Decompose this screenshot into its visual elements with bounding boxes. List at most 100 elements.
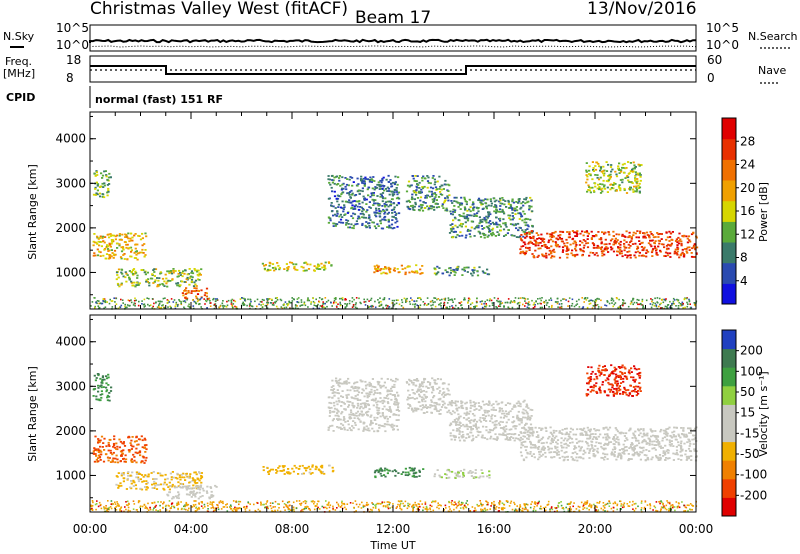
heatmap-cell xyxy=(588,173,591,175)
heatmap-cell xyxy=(664,251,668,254)
heatmap-cell xyxy=(456,400,459,403)
heatmap-cell xyxy=(132,284,135,287)
heatmap-cell xyxy=(526,218,530,221)
heatmap-cell xyxy=(360,410,363,413)
heatmap-cell xyxy=(141,244,144,247)
heatmap-cell xyxy=(651,303,654,306)
heatmap-cell xyxy=(353,207,356,210)
heatmap-cell xyxy=(181,275,184,278)
heatmap-cell xyxy=(337,392,341,395)
heatmap-cell xyxy=(417,379,420,382)
heatmap-cell xyxy=(548,447,551,450)
heatmap-cell xyxy=(610,164,613,166)
heatmap-cell xyxy=(550,297,552,300)
heatmap-cell xyxy=(321,266,324,269)
heatmap-cell xyxy=(375,227,378,230)
heatmap-cell xyxy=(476,270,479,272)
heatmap-cell xyxy=(285,263,288,265)
heatmap-cell xyxy=(135,440,138,442)
heatmap-cell xyxy=(433,408,436,411)
heatmap-cell xyxy=(374,476,377,479)
heatmap-cell xyxy=(453,211,456,213)
heatmap-cell xyxy=(564,437,567,440)
heatmap-cell xyxy=(185,488,188,491)
heatmap-cell xyxy=(388,224,391,227)
heatmap-cell xyxy=(289,261,292,264)
heatmap-cell xyxy=(332,222,335,225)
heatmap-cell xyxy=(606,301,609,303)
heatmap-cell xyxy=(98,237,101,239)
heatmap-cell xyxy=(145,456,148,459)
heatmap-cell xyxy=(312,297,314,300)
heatmap-cell xyxy=(381,187,384,190)
heatmap-cell xyxy=(351,200,354,203)
heatmap-cell xyxy=(490,408,493,411)
heatmap-cell xyxy=(387,402,390,405)
heatmap-cell xyxy=(424,196,427,199)
heatmap-cell xyxy=(590,299,593,302)
heatmap-cell xyxy=(465,203,468,206)
heatmap-cell xyxy=(470,427,473,430)
heatmap-cell xyxy=(516,417,519,420)
heatmap-cell xyxy=(391,198,394,201)
heatmap-cell xyxy=(371,398,375,401)
heatmap-cell xyxy=(677,242,681,245)
heatmap-cell xyxy=(387,190,390,192)
heatmap-cell xyxy=(465,401,468,404)
heatmap-cell xyxy=(600,306,603,309)
heatmap-cell xyxy=(505,428,508,431)
heatmap-cell xyxy=(555,435,558,438)
heatmap-cell xyxy=(446,393,450,395)
heatmap-cell xyxy=(637,303,639,306)
heatmap-cell xyxy=(423,207,426,209)
heatmap-cell xyxy=(108,445,111,447)
heatmap-cell xyxy=(450,400,454,402)
power-x-tickmarks xyxy=(89,112,697,309)
heatmap-cell xyxy=(605,304,608,307)
heatmap-cell xyxy=(390,223,394,226)
heatmap-cell xyxy=(452,420,455,423)
heatmap-cell xyxy=(612,230,615,233)
heatmap-cell xyxy=(382,268,385,270)
heatmap-cell xyxy=(666,254,670,257)
heatmap-cell xyxy=(168,272,171,275)
heatmap-cell xyxy=(373,180,376,182)
heatmap-cell xyxy=(439,193,442,196)
heatmap-cell xyxy=(361,201,364,204)
heatmap-cell xyxy=(418,393,421,396)
heatmap-cell xyxy=(583,301,585,303)
heatmap-cell xyxy=(300,304,303,307)
heatmap-cell xyxy=(179,478,182,481)
heatmap-cell xyxy=(379,400,382,403)
heatmap-cell xyxy=(489,431,492,434)
heatmap-cell xyxy=(625,230,628,233)
heatmap-cell xyxy=(111,453,114,456)
heatmap-cell xyxy=(545,304,548,306)
heatmap-cell xyxy=(341,396,344,398)
heatmap-cell xyxy=(586,190,589,193)
heatmap-cell xyxy=(188,476,191,479)
heatmap-cell xyxy=(559,230,562,233)
heatmap-cell xyxy=(359,421,362,423)
heatmap-cell xyxy=(140,435,143,438)
heatmap-cell xyxy=(271,267,275,269)
heatmap-cell xyxy=(379,219,382,222)
heatmap-cell xyxy=(127,449,130,451)
heatmap-cell xyxy=(420,188,423,191)
heatmap-cell xyxy=(367,404,370,407)
heatmap-cell xyxy=(537,434,540,437)
heatmap-cell xyxy=(95,241,98,244)
heatmap-cell xyxy=(367,395,371,398)
heatmap-cell xyxy=(304,304,307,307)
heatmap-cell xyxy=(370,414,373,417)
heatmap-cell xyxy=(407,471,410,474)
heatmap-cell xyxy=(176,304,179,306)
heatmap-cell xyxy=(696,246,699,249)
heatmap-cell xyxy=(145,279,148,282)
heatmap-cell xyxy=(141,446,144,449)
heatmap-cell xyxy=(182,300,185,303)
heatmap-cell xyxy=(446,411,449,414)
heatmap-cell xyxy=(655,305,658,308)
heatmap-cell xyxy=(97,438,100,440)
heatmap-cell xyxy=(566,231,569,233)
